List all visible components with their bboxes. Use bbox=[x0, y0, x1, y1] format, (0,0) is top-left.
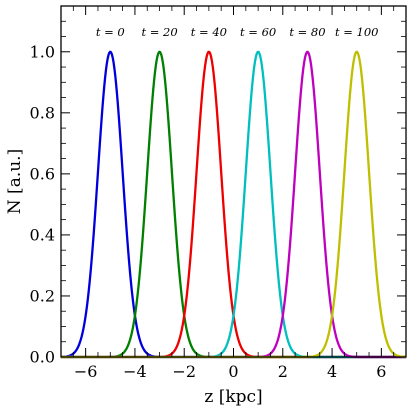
curves-layer bbox=[60, 50, 407, 359]
x-axis-label: z [kpc] bbox=[204, 387, 262, 407]
y-tick-label-1: 0.2 bbox=[30, 286, 55, 305]
x-tick-label-6: 6 bbox=[376, 362, 386, 381]
x-tick-label-2: −2 bbox=[172, 362, 196, 381]
series-annotation-4: t = 80 bbox=[289, 25, 325, 39]
series-annotation-1: t = 20 bbox=[141, 25, 177, 39]
series-line-3 bbox=[61, 50, 406, 359]
y-tick-label-2: 0.4 bbox=[30, 225, 55, 244]
y-tick-label-0: 0.0 bbox=[30, 348, 55, 367]
y-tick-label-4: 0.8 bbox=[30, 103, 55, 122]
series-annotation-2: t = 40 bbox=[191, 25, 227, 39]
y-axis-label: N [a.u.] bbox=[5, 149, 25, 214]
x-tick-label-3: 0 bbox=[228, 362, 238, 381]
annotations-layer: t = 0 t = 20 t = 40 t = 60 t = 80 t = 100 bbox=[96, 25, 379, 39]
y-tick-label-3: 0.6 bbox=[30, 164, 55, 183]
x-tick-label-0: −6 bbox=[74, 362, 98, 381]
x-tick-label-4: 2 bbox=[278, 362, 288, 381]
x-tick-label-5: 4 bbox=[327, 362, 337, 381]
series-annotation-0: t = 0 bbox=[96, 25, 125, 39]
tick-labels-layer: −6 −4 −2 0 2 4 6 0.0 0.2 0.4 0.6 0.8 1.0 bbox=[30, 42, 387, 381]
series-annotation-5: t = 100 bbox=[335, 25, 379, 39]
plot-frame bbox=[60, 5, 407, 358]
series-annotation-3: t = 60 bbox=[240, 25, 276, 39]
ticks-layer bbox=[60, 5, 407, 358]
x-tick-label-1: −4 bbox=[123, 362, 147, 381]
y-tick-label-5: 1.0 bbox=[30, 42, 55, 61]
